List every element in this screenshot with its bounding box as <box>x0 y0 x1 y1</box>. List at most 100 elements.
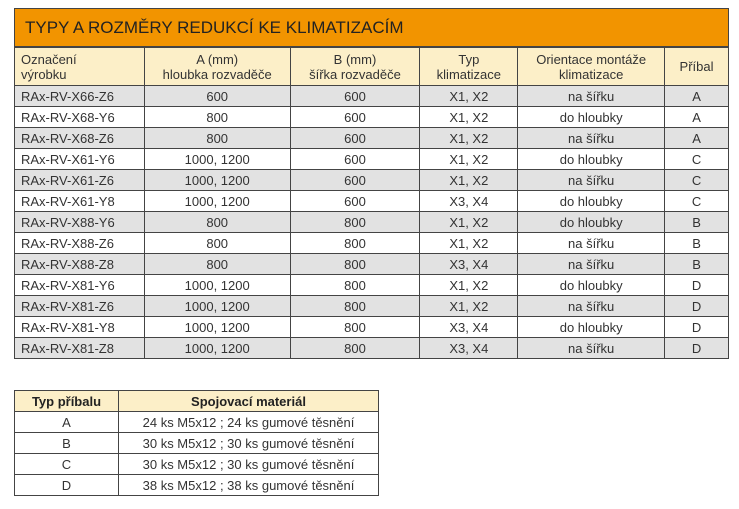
table-cell: na šířku <box>517 127 666 149</box>
table-cell: D <box>664 337 729 359</box>
table-cell: 800 <box>289 253 421 275</box>
table-cell: do hloubky <box>517 190 666 212</box>
table-cell: 800 <box>143 127 291 149</box>
header-line-1: Typ <box>458 51 480 67</box>
table-cell: 1000, 1200 <box>143 169 291 191</box>
table-cell: X1, X2 <box>419 106 519 128</box>
header-line-2: klimatizace <box>559 66 624 82</box>
table-cell: do hloubky <box>517 106 666 128</box>
table-cell: na šířku <box>517 169 666 191</box>
header-line-1: Orientace montáže <box>536 51 647 67</box>
header-line-1: Příbal <box>679 59 714 74</box>
table-cell: 800 <box>289 337 421 359</box>
packing-cell: A <box>14 411 119 433</box>
table-cell: B <box>664 232 729 254</box>
header-line-1: A (mm) <box>196 51 239 67</box>
column-header: B (mm) šířka rozvaděče <box>289 46 421 86</box>
table-cell: 600 <box>289 169 421 191</box>
table-cell: do hloubky <box>517 274 666 296</box>
table-cell: A <box>664 127 729 149</box>
table-cell: D <box>664 295 729 317</box>
table-cell: 1000, 1200 <box>143 274 291 296</box>
column-header: Typ klimatizace <box>419 46 519 86</box>
table-cell: na šířku <box>517 337 666 359</box>
table-cell: RAx-RV-X61-Z6 <box>14 169 145 191</box>
table-cell: 800 <box>143 211 291 233</box>
table-row: RAx-RV-X81-Y6 1000, 1200 800 X1, X2 do hloub… <box>14 274 729 296</box>
table-cell: X1, X2 <box>419 85 519 107</box>
table-row: RAx-RV-X88-Y6 800 800 X1, X2 do hloubky B <box>14 211 729 233</box>
table-row: RAx-RV-X88-Z8 800 800 X3, X4 na šířku B <box>14 253 729 275</box>
table-cell: 600 <box>143 85 291 107</box>
table-cell: X3, X4 <box>419 253 519 275</box>
packing-row: B 30 ks M5x12 ; 30 ks gumové těsnění <box>14 432 379 454</box>
table-cell: C <box>664 169 729 191</box>
table-cell: RAx-RV-X88-Z8 <box>14 253 145 275</box>
table-cell: 600 <box>289 85 421 107</box>
column-header: Orientace montáže klimatizace <box>517 46 666 86</box>
packing-table: Typ příbalu Spojovací materiál A 24 ks M5x… <box>14 390 379 496</box>
table-row: RAx-RV-X68-Z6 800 600 X1, X2 na šířku A <box>14 127 729 149</box>
table-row: RAx-RV-X81-Z8 1000, 1200 800 X3, X4 na šířku… <box>14 337 729 359</box>
table-cell: do hloubky <box>517 148 666 170</box>
table-cell: 800 <box>289 232 421 254</box>
table-cell: na šířku <box>517 295 666 317</box>
table-cell: RAx-RV-X81-Z6 <box>14 295 145 317</box>
table-row: RAx-RV-X61-Y8 1000, 1200 600 X3, X4 do hloub… <box>14 190 729 212</box>
packing-header-type: Typ příbalu <box>14 390 119 412</box>
table-cell: 1000, 1200 <box>143 316 291 338</box>
table-row: RAx-RV-X68-Y6 800 600 X1, X2 do hloubky A <box>14 106 729 128</box>
table-cell: X1, X2 <box>419 274 519 296</box>
table-row: RAx-RV-X81-Y8 1000, 1200 800 X3, X4 do hloub… <box>14 316 729 338</box>
table-cell: 800 <box>289 295 421 317</box>
table-cell: X1, X2 <box>419 295 519 317</box>
header-line-2: hloubka rozvaděče <box>162 66 272 82</box>
table-cell: 800 <box>143 232 291 254</box>
table-cell: X3, X4 <box>419 190 519 212</box>
table-cell: RAx-RV-X81-Z8 <box>14 337 145 359</box>
table-cell: 800 <box>143 106 291 128</box>
table-cell: X1, X2 <box>419 169 519 191</box>
table-cell: na šířku <box>517 85 666 107</box>
table-cell: RAx-RV-X88-Z6 <box>14 232 145 254</box>
table-cell: 800 <box>143 253 291 275</box>
packing-row: C 30 ks M5x12 ; 30 ks gumové těsnění <box>14 453 379 475</box>
table-cell: 1000, 1200 <box>143 190 291 212</box>
table-cell: X3, X4 <box>419 316 519 338</box>
table-cell: na šířku <box>517 253 666 275</box>
table-cell: 1000, 1200 <box>143 148 291 170</box>
packing-row: A 24 ks M5x12 ; 24 ks gumové těsnění <box>14 411 379 433</box>
packing-cell: C <box>14 453 119 475</box>
table-row: RAx-RV-X88-Z6 800 800 X1, X2 na šířku B <box>14 232 729 254</box>
table-cell: 600 <box>289 190 421 212</box>
table-cell: X1, X2 <box>419 232 519 254</box>
table-cell: B <box>664 211 729 233</box>
table-cell: A <box>664 106 729 128</box>
table-cell: D <box>664 274 729 296</box>
column-header: Označení výrobku <box>14 46 145 86</box>
packing-row: D 38 ks M5x12 ; 38 ks gumové těsnění <box>14 474 379 496</box>
table-cell: C <box>664 190 729 212</box>
table-cell: D <box>664 316 729 338</box>
header-line-1: Označení <box>21 51 77 67</box>
table-cell: X3, X4 <box>419 337 519 359</box>
table-cell: A <box>664 85 729 107</box>
packing-header-material: Spojovací materiál <box>118 390 379 412</box>
column-header: Příbal <box>664 46 729 86</box>
reductions-table: TYPY A ROZMĚRY REDUKCÍ KE KLIMATIZACÍM O… <box>14 8 729 359</box>
header-line-1: B (mm) <box>333 51 377 67</box>
packing-cell: 38 ks M5x12 ; 38 ks gumové těsnění <box>118 474 379 496</box>
packing-cell: 30 ks M5x12 ; 30 ks gumové těsnění <box>118 453 379 475</box>
table-cell: 600 <box>289 148 421 170</box>
table-cell: 800 <box>289 316 421 338</box>
table-cell: RAx-RV-X61-Y8 <box>14 190 145 212</box>
table-row: RAx-RV-X61-Z6 1000, 1200 600 X1, X2 na šířku… <box>14 169 729 191</box>
header-line-2: výrobku <box>21 66 67 82</box>
table-cell: na šířku <box>517 232 666 254</box>
table-cell: RAx-RV-X66-Z6 <box>14 85 145 107</box>
table-row: RAx-RV-X61-Y6 1000, 1200 600 X1, X2 do hloub… <box>14 148 729 170</box>
table-cell: RAx-RV-X81-Y6 <box>14 274 145 296</box>
table-cell: 800 <box>289 274 421 296</box>
table-title: TYPY A ROZMĚRY REDUKCÍ KE KLIMATIZACÍM <box>14 8 729 48</box>
table-cell: 600 <box>289 106 421 128</box>
